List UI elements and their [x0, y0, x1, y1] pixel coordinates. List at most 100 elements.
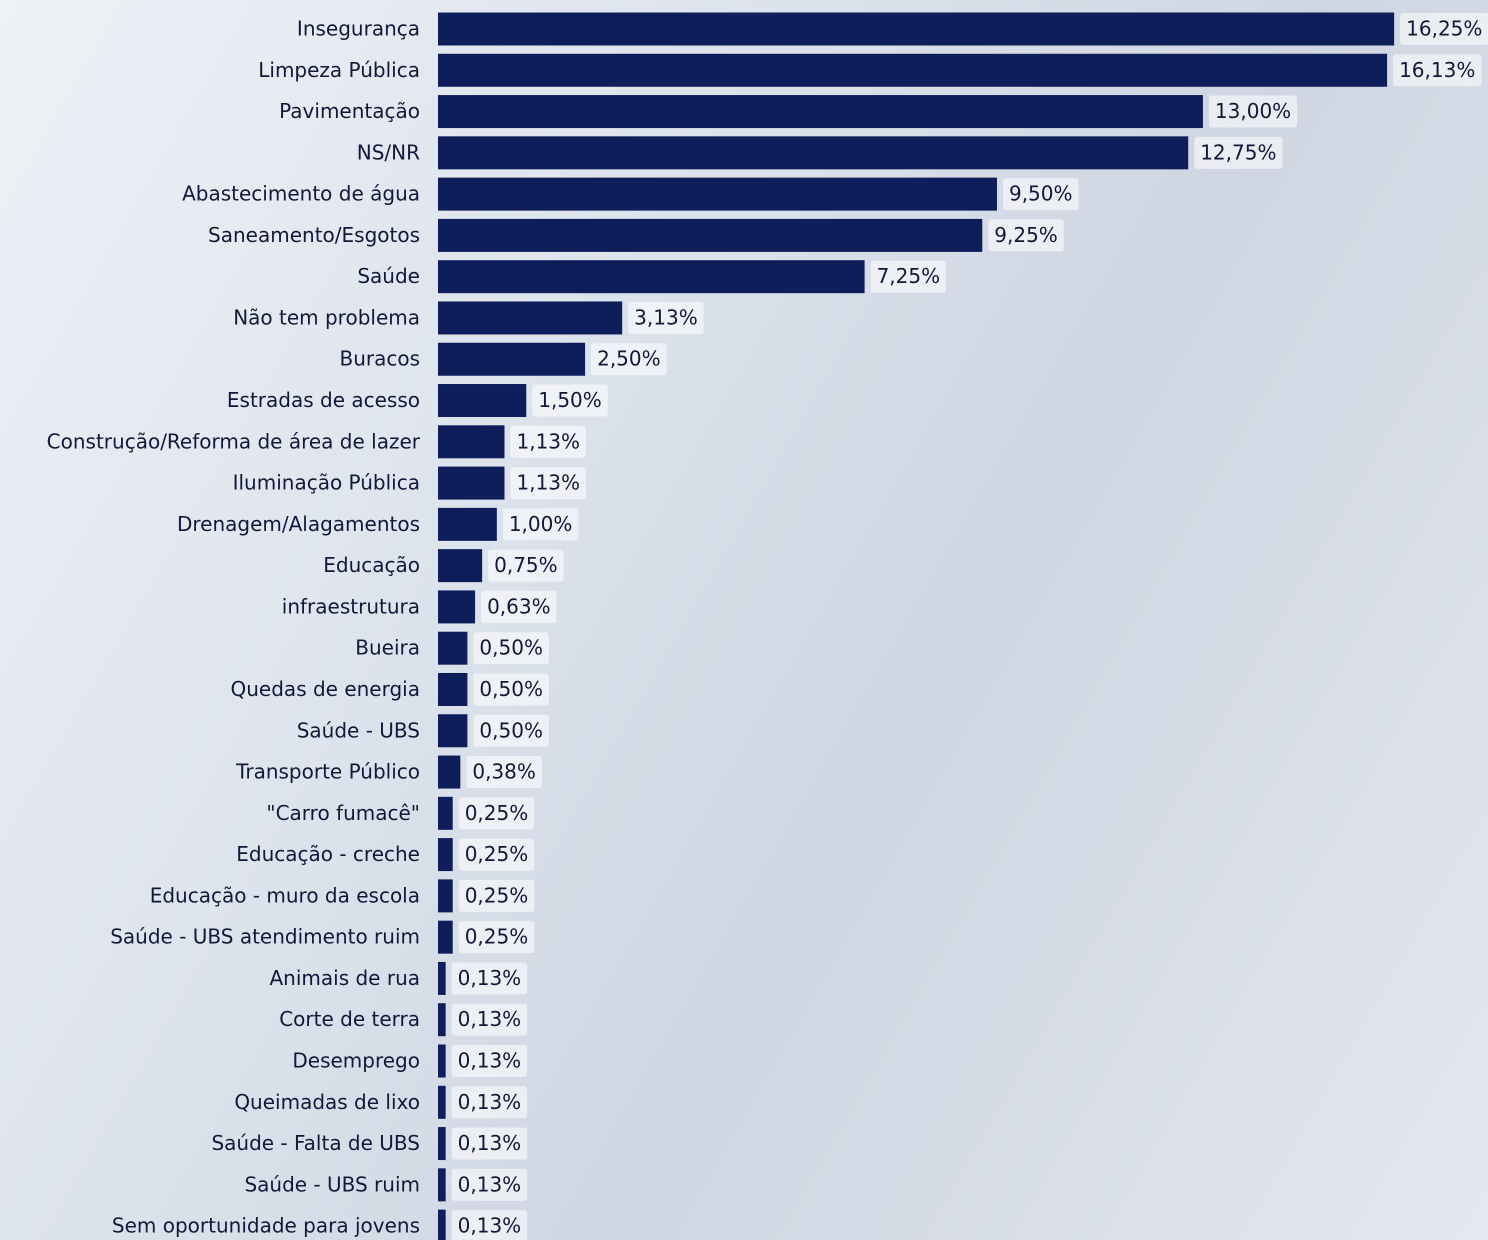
value-label-bg: [458, 921, 535, 954]
value-label-bg: [488, 549, 564, 582]
category-label: Desemprego: [292, 1049, 420, 1073]
value-label-bg: [451, 1210, 528, 1240]
category-label: Construção/Reforma de área de lazer: [47, 429, 421, 453]
value-label-bg: [458, 838, 535, 871]
value-label: 0,13%: [458, 1172, 522, 1196]
category-label: NS/NR: [357, 140, 420, 164]
value-label: 0,75%: [494, 553, 558, 577]
value-label: 13,00%: [1215, 99, 1291, 123]
bar: [438, 260, 865, 294]
category-label: infraestrutura: [282, 594, 420, 618]
value-label: 0,25%: [465, 842, 529, 866]
bar: [438, 879, 453, 913]
category-label: Bueira: [355, 636, 420, 660]
bar: [438, 507, 497, 541]
value-label: 0,38%: [472, 760, 536, 784]
category-label: Pavimentação: [279, 99, 420, 123]
bar: [438, 796, 453, 830]
value-label-bg: [1002, 178, 1079, 211]
bar: [438, 177, 997, 211]
value-label: 0,50%: [479, 718, 543, 742]
value-label-bg: [532, 384, 608, 417]
value-label: 0,63%: [487, 594, 551, 618]
value-label-bg: [473, 673, 549, 706]
value-label-bg: [1400, 13, 1488, 45]
category-label: Saúde - UBS: [297, 718, 420, 742]
bar: [438, 1044, 446, 1078]
value-label: 12,75%: [1200, 140, 1276, 164]
bar: [438, 136, 1189, 170]
category-label: Saúde - UBS atendimento ruim: [110, 925, 420, 949]
bar: [438, 631, 468, 665]
category-label: Queimadas de lixo: [234, 1090, 420, 1114]
category-label: Quedas de energia: [231, 677, 420, 701]
bar: [438, 95, 1203, 129]
value-label: 3,13%: [634, 305, 698, 329]
value-label-bg: [1208, 95, 1298, 128]
value-label: 0,13%: [458, 1049, 522, 1073]
bar: [438, 755, 461, 789]
bar: [438, 920, 453, 954]
value-label-bg: [473, 632, 549, 665]
value-label-bg: [591, 343, 667, 376]
bar: [438, 1085, 446, 1119]
category-label: Educação - creche: [236, 842, 420, 866]
value-label-bg: [1393, 54, 1482, 87]
value-label-bg: [988, 219, 1064, 252]
value-label: 0,13%: [458, 1007, 522, 1031]
category-label: Animais de rua: [270, 966, 421, 990]
value-label: 9,25%: [994, 223, 1058, 247]
value-label: 0,13%: [458, 1214, 522, 1238]
bar: [438, 301, 623, 335]
bar: [438, 1127, 446, 1161]
value-label: 7,25%: [877, 264, 941, 288]
value-label-bg: [451, 1127, 528, 1160]
value-label: 0,13%: [458, 1131, 522, 1155]
value-label-bg: [473, 714, 549, 747]
value-label: 1,00%: [509, 512, 573, 536]
bar: [438, 838, 453, 872]
bar: [438, 961, 446, 995]
value-label: 1,50%: [538, 388, 602, 412]
value-label: 0,13%: [458, 966, 522, 990]
category-label: Abastecimento de água: [182, 182, 420, 206]
bar: [438, 714, 468, 748]
value-label: 2,50%: [597, 347, 661, 371]
category-label: Corte de terra: [279, 1007, 420, 1031]
bar: [438, 1168, 446, 1202]
value-label-bg: [481, 590, 557, 623]
value-label-bg: [628, 301, 704, 334]
value-label-bg: [451, 1168, 528, 1201]
bar: [438, 342, 586, 376]
bar: [438, 384, 527, 418]
value-label-bg: [458, 797, 535, 830]
category-label: Drenagem/Alagamentos: [177, 512, 420, 536]
category-label: Saúde - Falta de UBS: [211, 1131, 420, 1155]
category-label: Saúde: [357, 264, 420, 288]
value-label: 1,13%: [516, 429, 580, 453]
value-label-bg: [870, 260, 947, 293]
value-label-bg: [458, 879, 535, 912]
category-label: Estradas de acesso: [227, 388, 420, 412]
category-label: Insegurança: [297, 17, 420, 41]
value-label-bg: [502, 508, 579, 541]
value-label-bg: [510, 425, 587, 458]
bar: [438, 590, 476, 624]
bar: [438, 218, 983, 252]
bar: [438, 549, 483, 583]
bar: [438, 425, 505, 459]
value-label-bg: [510, 467, 587, 500]
category-label: Não tem problema: [233, 305, 420, 329]
value-label-bg: [1194, 136, 1283, 169]
value-label: 9,50%: [1009, 182, 1073, 206]
value-label-bg: [451, 962, 528, 995]
value-label: 0,25%: [465, 883, 529, 907]
value-label-bg: [451, 1086, 528, 1119]
value-label: 0,25%: [465, 801, 529, 825]
category-label: Saneamento/Esgotos: [208, 223, 420, 247]
bar: [438, 12, 1395, 46]
bar: [438, 1003, 446, 1037]
value-label: 1,13%: [516, 471, 580, 495]
category-label: Transporte Público: [235, 760, 420, 784]
value-label-bg: [451, 1003, 528, 1036]
